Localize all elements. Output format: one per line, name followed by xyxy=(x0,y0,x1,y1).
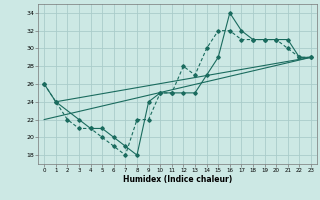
X-axis label: Humidex (Indice chaleur): Humidex (Indice chaleur) xyxy=(123,175,232,184)
